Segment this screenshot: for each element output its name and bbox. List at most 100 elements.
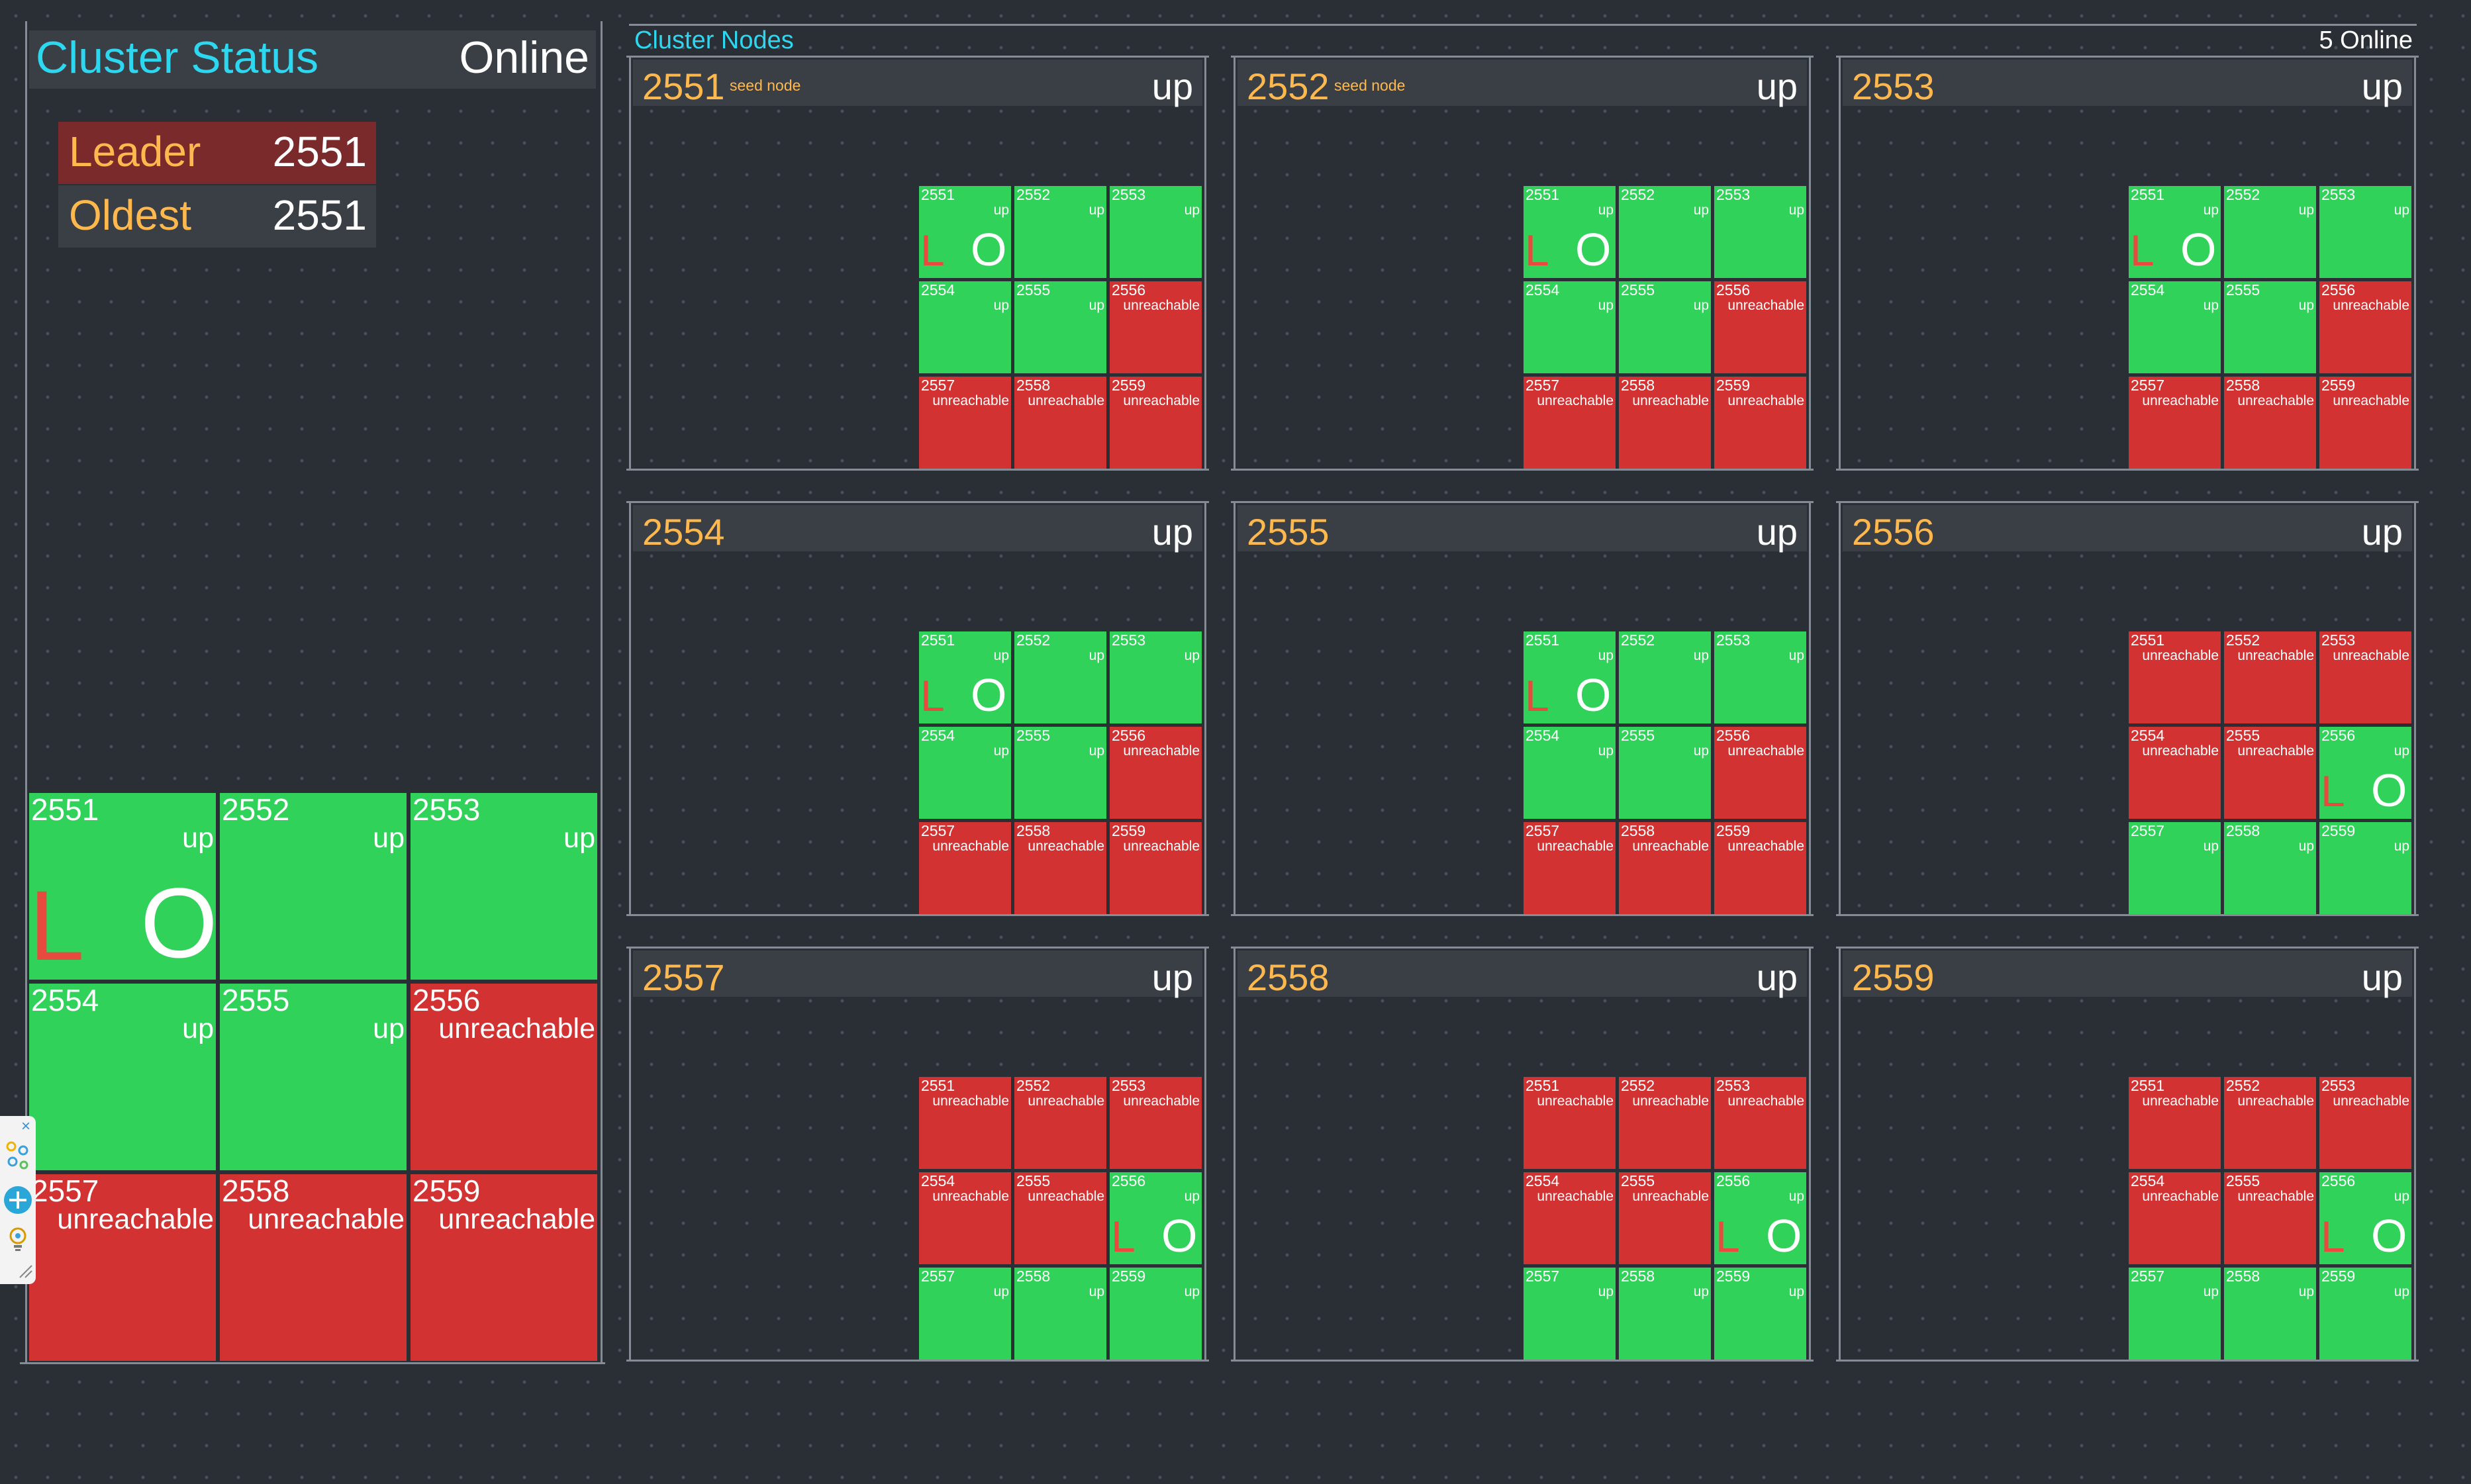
member-cell[interactable]: 2557 unreachable <box>29 1174 216 1361</box>
member-cell[interactable]: 2555 up <box>1014 281 1106 373</box>
member-cell[interactable]: 2558 up <box>2224 1268 2316 1360</box>
member-cell[interactable]: 2551 unreachable <box>2129 631 2221 723</box>
member-state: unreachable <box>2142 1189 2219 1204</box>
member-cell[interactable]: 2554 up <box>2129 281 2221 373</box>
member-cell[interactable]: 2554 up <box>1524 727 1616 819</box>
member-cell[interactable]: 2558 up <box>2224 822 2316 914</box>
member-cell[interactable]: 2551 up L O <box>919 631 1011 723</box>
member-cell[interactable]: 2553 up <box>2319 186 2411 278</box>
member-cell[interactable]: 2559 up <box>2319 1268 2411 1360</box>
member-cell[interactable]: 2553 unreachable <box>1714 1077 1806 1169</box>
member-cell[interactable]: 2556 unreachable <box>1714 727 1806 819</box>
member-cell[interactable]: 2553 up <box>411 793 597 980</box>
member-cell[interactable]: 2557 up <box>2129 822 2221 914</box>
member-state: up <box>1184 1189 1200 1204</box>
member-cell[interactable]: 2557 up <box>2129 1268 2221 1360</box>
member-cell[interactable]: 2551 unreachable <box>2129 1077 2221 1169</box>
member-cell[interactable]: 2553 up <box>1714 186 1806 278</box>
member-cell[interactable]: 2554 unreachable <box>1524 1172 1616 1264</box>
member-cell[interactable]: 2558 unreachable <box>1014 822 1106 914</box>
member-cell[interactable]: 2554 up <box>29 984 216 1170</box>
member-cell[interactable]: 2559 unreachable <box>411 1174 597 1361</box>
member-cell[interactable]: 2554 unreachable <box>919 1172 1011 1264</box>
member-cell[interactable]: 2554 up <box>1524 281 1616 373</box>
member-cell[interactable]: 2558 up <box>1619 1268 1711 1360</box>
member-cell[interactable]: 2551 up L O <box>919 186 1011 278</box>
member-cell[interactable]: 2552 up <box>2224 186 2316 278</box>
member-cell[interactable]: 2559 unreachable <box>1714 377 1806 469</box>
member-cell[interactable]: 2553 unreachable <box>1110 1077 1202 1169</box>
member-cell[interactable]: 2557 up <box>919 1268 1011 1360</box>
member-cell[interactable]: 2555 up <box>220 984 407 1170</box>
member-cell[interactable]: 2556 unreachable <box>411 984 597 1170</box>
member-cell[interactable]: 2557 unreachable <box>919 377 1011 469</box>
close-icon[interactable]: × <box>21 1117 31 1135</box>
member-cell[interactable]: 2552 up <box>1014 186 1106 278</box>
member-cell[interactable]: 2553 unreachable <box>2319 1077 2411 1169</box>
member-cell[interactable]: 2555 unreachable <box>1619 1172 1711 1264</box>
member-cell[interactable]: 2555 up <box>1619 727 1711 819</box>
member-cell[interactable]: 2559 unreachable <box>1110 822 1202 914</box>
member-cell[interactable]: 2552 up <box>1619 186 1711 278</box>
member-cell[interactable]: 2558 unreachable <box>1619 377 1711 469</box>
member-cell[interactable]: 2555 unreachable <box>2224 1172 2316 1264</box>
member-cell[interactable]: 2553 up <box>1110 186 1202 278</box>
member-cell[interactable]: 2557 unreachable <box>2129 377 2221 469</box>
member-cell[interactable]: 2555 up <box>1014 727 1106 819</box>
member-cell[interactable]: 2552 unreachable <box>1619 1077 1711 1169</box>
member-cell[interactable]: 2558 up <box>1014 1268 1106 1360</box>
member-cell[interactable]: 2552 up <box>1619 631 1711 723</box>
member-cell[interactable]: 2556 unreachable <box>2319 281 2411 373</box>
member-cell[interactable]: 2555 unreachable <box>2224 727 2316 819</box>
member-cell[interactable]: 2558 unreachable <box>1619 822 1711 914</box>
member-cell[interactable]: 2552 up <box>220 793 407 980</box>
member-cell[interactable]: 2559 unreachable <box>1714 822 1806 914</box>
member-cell[interactable]: 2554 unreachable <box>2129 1172 2221 1264</box>
member-cell[interactable]: 2552 up <box>1014 631 1106 723</box>
member-cell[interactable]: 2551 unreachable <box>1524 1077 1616 1169</box>
member-cell[interactable]: 2556 up L O <box>2319 727 2411 819</box>
member-cell[interactable]: 2551 up L O <box>29 793 216 980</box>
member-cell[interactable]: 2552 unreachable <box>2224 631 2316 723</box>
member-cell[interactable]: 2556 unreachable <box>1110 727 1202 819</box>
add-icon[interactable] <box>3 1185 33 1215</box>
member-cell[interactable]: 2553 unreachable <box>2319 631 2411 723</box>
member-cell[interactable]: 2554 unreachable <box>2129 727 2221 819</box>
member-cell[interactable]: 2555 up <box>2224 281 2316 373</box>
member-cell[interactable]: 2556 unreachable <box>1110 281 1202 373</box>
member-cell[interactable]: 2555 up <box>1619 281 1711 373</box>
member-cell[interactable]: 2551 up L O <box>2129 186 2221 278</box>
member-cell[interactable]: 2559 up <box>1714 1268 1806 1360</box>
member-cell[interactable]: 2559 up <box>2319 822 2411 914</box>
member-state: unreachable <box>2142 393 2219 408</box>
member-cell[interactable]: 2553 up <box>1110 631 1202 723</box>
network-icon[interactable] <box>4 1140 30 1170</box>
resize-handle-icon[interactable] <box>17 1263 33 1279</box>
member-cell[interactable]: 2557 unreachable <box>1524 377 1616 469</box>
member-cell[interactable]: 2554 up <box>919 727 1011 819</box>
member-cell[interactable]: 2558 unreachable <box>220 1174 407 1361</box>
member-state: up <box>1184 648 1200 663</box>
member-cell[interactable]: 2555 unreachable <box>1014 1172 1106 1264</box>
member-cell[interactable]: 2556 up L O <box>1110 1172 1202 1264</box>
member-cell[interactable]: 2557 up <box>1524 1268 1616 1360</box>
member-cell[interactable]: 2556 unreachable <box>1714 281 1806 373</box>
member-cell[interactable]: 2551 up L O <box>1524 631 1616 723</box>
member-cell[interactable]: 2551 unreachable <box>919 1077 1011 1169</box>
member-cell[interactable]: 2553 up <box>1714 631 1806 723</box>
member-cell[interactable]: 2552 unreachable <box>2224 1077 2316 1169</box>
member-cell[interactable]: 2559 unreachable <box>1110 377 1202 469</box>
member-cell[interactable]: 2556 up L O <box>1714 1172 1806 1264</box>
member-cell[interactable]: 2552 unreachable <box>1014 1077 1106 1169</box>
member-cell[interactable]: 2558 unreachable <box>1014 377 1106 469</box>
member-cell[interactable]: 2551 up L O <box>1524 186 1616 278</box>
member-cell[interactable]: 2556 up L O <box>2319 1172 2411 1264</box>
member-cell[interactable]: 2559 unreachable <box>2319 377 2411 469</box>
member-cell[interactable]: 2557 unreachable <box>1524 822 1616 914</box>
member-cell[interactable]: 2559 up <box>1110 1268 1202 1360</box>
member-cell[interactable]: 2558 unreachable <box>2224 377 2316 469</box>
member-cell[interactable]: 2554 up <box>919 281 1011 373</box>
bulb-icon[interactable] <box>7 1226 29 1254</box>
node-panel-top-border <box>626 947 1209 949</box>
member-cell[interactable]: 2557 unreachable <box>919 822 1011 914</box>
